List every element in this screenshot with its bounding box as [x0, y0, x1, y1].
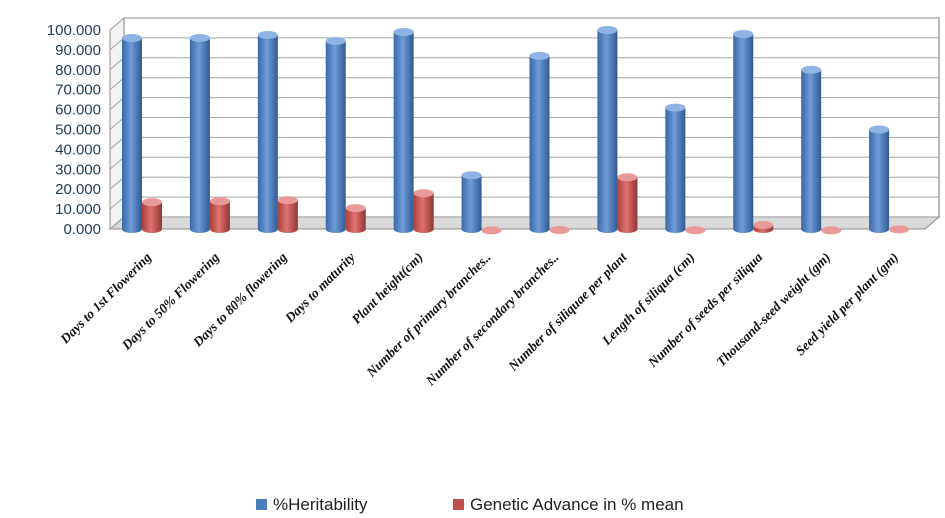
- genetic-advance-bar: [549, 226, 570, 235]
- y-tick-label: 30.000: [55, 161, 101, 178]
- heritability-bar: [189, 33, 210, 233]
- legend: %Heritability Genetic Advance in % mean: [256, 495, 684, 514]
- bars: [122, 26, 910, 235]
- genetic-advance-bar: [821, 226, 842, 235]
- heritability-bar: [869, 125, 890, 233]
- heritability-bar: [801, 65, 822, 233]
- y-tick-label: 20.000: [55, 181, 101, 198]
- heritability-bar: [597, 26, 618, 234]
- y-tick-label: 40.000: [55, 141, 101, 158]
- genetic-advance-bar: [277, 196, 298, 233]
- genetic-advance-bar: [481, 226, 502, 235]
- genetic-advance-bar: [345, 204, 366, 233]
- heritability-bar: [122, 33, 142, 233]
- genetic-advance-bar: [142, 198, 162, 233]
- x-category-label: Number of siliquae per plant: [505, 249, 631, 375]
- legend-label: Genetic Advance in % mean: [470, 495, 684, 514]
- genetic-advance-bar: [209, 197, 230, 233]
- legend-swatch: [256, 499, 267, 510]
- x-category-label: Days to maturity: [281, 249, 358, 326]
- x-category-label: Number of secondary branches..: [422, 250, 561, 389]
- x-category-label: Number of seeds per siliqua: [644, 249, 765, 370]
- y-tick-label: 0.000: [63, 221, 101, 238]
- heritability-bar: [461, 171, 482, 233]
- legend-item: %Heritability: [256, 495, 368, 514]
- y-tick-label: 70.000: [55, 82, 101, 99]
- x-category-label: Thousand-seed weight (gm): [713, 250, 833, 370]
- genetic-advance-bar: [753, 221, 774, 233]
- heritability-bar: [733, 29, 754, 233]
- y-tick-label: 80.000: [55, 62, 101, 79]
- y-tick-label: 100.000: [47, 22, 101, 39]
- x-category-label: Plant height(cm): [349, 250, 426, 327]
- y-tick-label: 10.000: [55, 201, 101, 218]
- legend-item: Genetic Advance in % mean: [453, 495, 684, 514]
- genetic-advance-bar: [617, 173, 638, 233]
- y-axis-ticks: 0.000 10.000 20.000 30.000 40.000 50.000 60.00…: [47, 22, 101, 238]
- y-tick-label: 90.000: [55, 42, 101, 59]
- genetic-advance-bar: [413, 189, 434, 233]
- legend-swatch: [453, 499, 464, 510]
- genetic-advance-bar: [685, 226, 706, 235]
- x-category-label: Number of primary branches..: [363, 250, 494, 381]
- heritability-bar: [325, 36, 346, 233]
- heritability-bar: [257, 30, 278, 233]
- y-tick-label: 50.000: [55, 122, 101, 139]
- genetic-advance-bar: [889, 225, 910, 234]
- heritability-bar: [665, 103, 686, 233]
- y-tick-label: 60.000: [55, 102, 101, 119]
- heritability-bar: [393, 28, 414, 233]
- heritability-bar: [529, 51, 550, 233]
- gridline: [109, 17, 939, 31]
- legend-label: %Heritability: [273, 495, 368, 514]
